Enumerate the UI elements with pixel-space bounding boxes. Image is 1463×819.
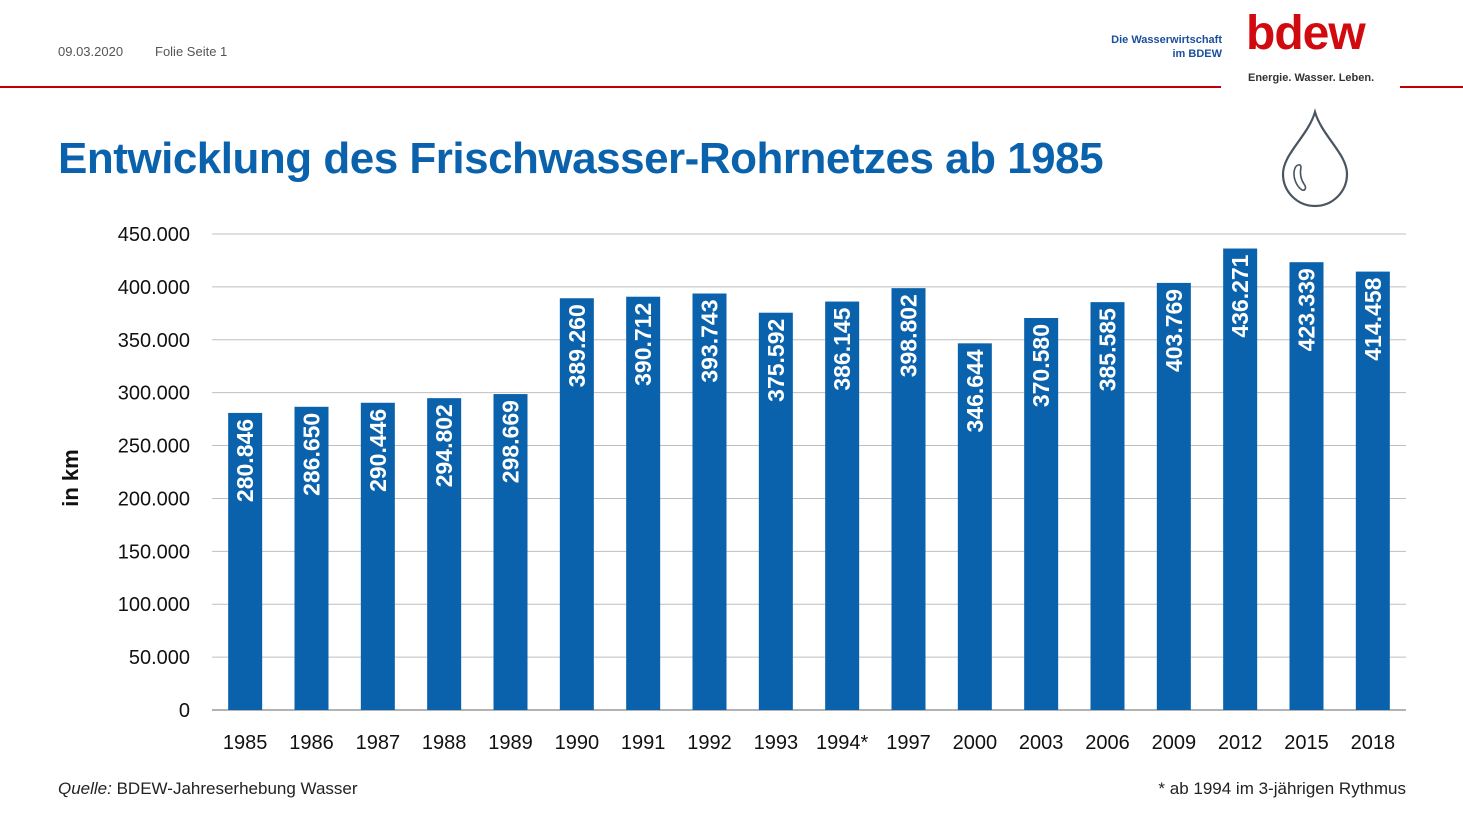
y-tick-label: 400.000 (118, 277, 190, 299)
bar-1991 (626, 296, 661, 710)
data-label: 280.846 (232, 419, 258, 502)
data-label: 294.802 (431, 404, 457, 487)
bar-1993 (758, 312, 793, 710)
source-text: BDEW-Jahreserhebung Wasser (111, 779, 358, 798)
data-label: 423.339 (1294, 268, 1320, 351)
bdew-logo: bdew (1246, 7, 1366, 60)
x-tick-label: 1989 (488, 732, 533, 754)
data-label: 370.580 (1028, 324, 1054, 407)
bar-1994 (825, 301, 860, 710)
x-tick-label: 1988 (422, 732, 467, 754)
source-label: Quelle: (58, 779, 112, 798)
x-tick-label: 1992 (687, 732, 732, 754)
bar-1990 (559, 298, 594, 710)
data-label: 389.260 (564, 304, 590, 387)
x-tick-label: 2009 (1152, 732, 1197, 754)
logo-tagline: Energie. Wasser. Leben. (1248, 72, 1375, 84)
data-label: 290.446 (365, 409, 391, 492)
org-name-line1: Die Wasserwirtschaft (1111, 34, 1222, 46)
x-tick-label: 1991 (621, 732, 666, 754)
y-tick-label: 450.000 (118, 224, 190, 246)
data-label: 403.769 (1161, 289, 1187, 372)
bar-2006 (1090, 302, 1125, 710)
x-tick-label: 1985 (223, 732, 268, 754)
bar-2000 (957, 343, 992, 710)
bar-2003 (1024, 318, 1059, 710)
org-name-line2: im BDEW (1172, 48, 1223, 60)
source-note: Quelle: BDEW-Jahreserhebung Wasser (58, 779, 358, 799)
gridlines (212, 233, 1406, 711)
header-divider (0, 86, 1221, 88)
slide-date: 09.03.2020 (58, 44, 124, 59)
water-drop-icon (1281, 108, 1349, 208)
slide-number: Folie Seite 1 (155, 44, 228, 59)
data-label: 398.802 (896, 294, 922, 377)
bar-2009 (1156, 282, 1191, 710)
x-tick-label: 1993 (754, 732, 799, 754)
x-tick-label: 1987 (356, 732, 401, 754)
footnote: * ab 1994 im 3-jährigen Rythmus (1158, 779, 1406, 798)
data-label: 298.669 (498, 400, 524, 483)
bar-1986 (294, 406, 329, 710)
data-label: 393.743 (697, 300, 723, 383)
data-labels: 280.846 286.650 290.446 294.802 298.669 389.2… (232, 254, 1386, 502)
x-tick-label: 1990 (555, 732, 600, 754)
bar-1997 (891, 288, 926, 710)
y-tick-label: 300.000 (118, 383, 190, 405)
y-tick-label: 50.000 (129, 647, 190, 669)
data-label: 375.592 (763, 319, 789, 402)
data-label: 436.271 (1227, 254, 1253, 337)
data-label: 385.585 (1095, 308, 1121, 391)
y-tick-label: 0 (179, 700, 190, 722)
data-label: 390.712 (630, 303, 656, 386)
x-tick-label: 2015 (1284, 732, 1329, 754)
x-tick-label: 2018 (1351, 732, 1396, 754)
y-tick-label: 250.000 (118, 436, 190, 458)
data-label: 386.145 (829, 307, 855, 390)
x-tick-label: 2003 (1019, 732, 1064, 754)
bar-1992 (692, 293, 727, 710)
header-divider-right (1400, 86, 1463, 88)
y-tick-label: 350.000 (118, 330, 190, 352)
bar-1985 (228, 412, 263, 710)
x-tick-label: 2000 (953, 732, 998, 754)
y-tick-label: 150.000 (118, 541, 190, 563)
bar-2018 (1355, 271, 1390, 710)
x-axis-ticks: 1985 1986 1987 1988 1989 1990 1991 1992 1993 1994… (223, 732, 1395, 754)
x-tick-label: 1994* (816, 732, 868, 754)
data-label: 346.644 (962, 349, 988, 432)
bars (228, 248, 1390, 711)
bar-2015 (1289, 262, 1324, 710)
y-axis-label: in km (58, 449, 83, 506)
x-tick-label: 1986 (289, 732, 334, 754)
data-label: 414.458 (1360, 277, 1386, 360)
y-tick-label: 100.000 (118, 594, 190, 616)
x-tick-label: 2006 (1085, 732, 1130, 754)
y-tick-label: 200.000 (118, 488, 190, 510)
bar-1989 (493, 394, 528, 710)
y-axis-ticks: 0 50.000 100.000 150.000 200.000 250.000 300.0… (118, 224, 190, 722)
x-tick-label: 1997 (886, 732, 931, 754)
data-label: 286.650 (299, 413, 325, 496)
bar-1987 (360, 402, 395, 710)
bar-2012 (1223, 248, 1258, 711)
chart-title: Entwicklung des Frischwasser-Rohrnetzes … (58, 134, 1104, 183)
x-tick-label: 2012 (1218, 732, 1263, 754)
bar-1988 (427, 398, 462, 710)
